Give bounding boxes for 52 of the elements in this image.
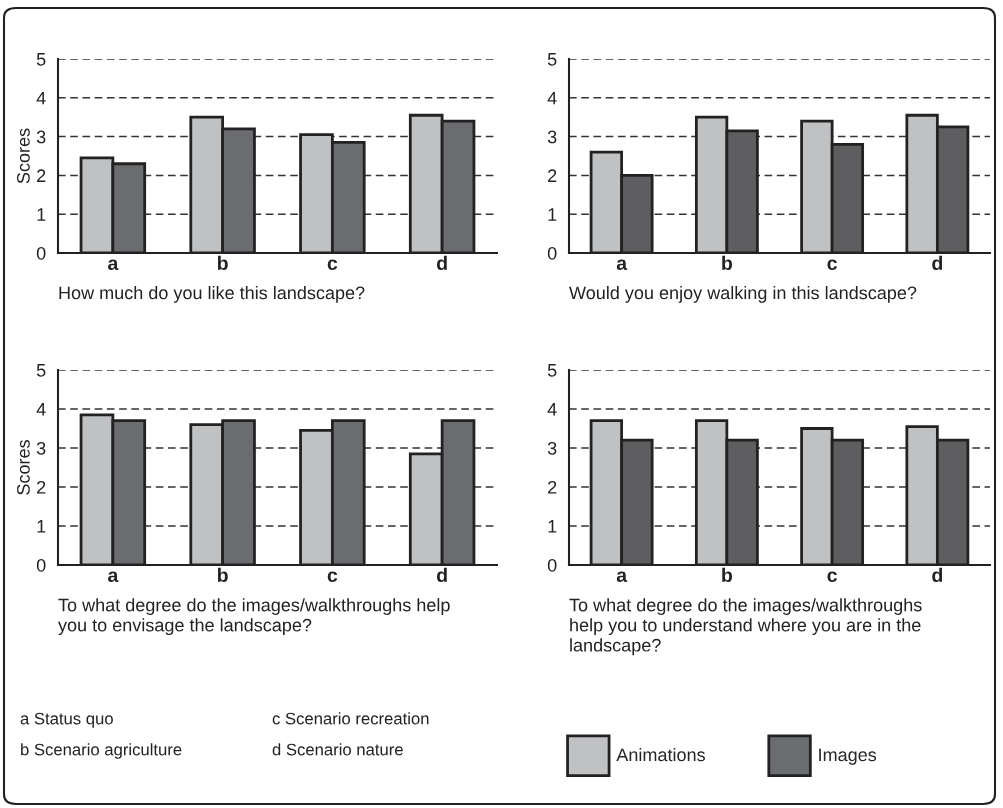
- x-tick-label: c: [327, 571, 338, 583]
- x-axis-title: How much do you like this landscape?: [59, 285, 365, 303]
- y-tick-label: 5: [36, 53, 46, 66]
- text: c Scenario recreation: [272, 712, 429, 725]
- y-tick-label: 4: [547, 403, 557, 416]
- y-tick-label: 4: [547, 91, 557, 105]
- y-tick-label: 3: [547, 130, 557, 144]
- y-tick-label: 4: [36, 91, 46, 105]
- x-axis-title: To what degree do the images/walkthroughs help you to understand where you are in the landscape?: [569, 598, 922, 656]
- text: b Scenario agriculture: [21, 743, 182, 759]
- y-tick-label: 5: [547, 53, 557, 66]
- y-tick-label: 2: [37, 480, 46, 494]
- y-tick-label: 0: [547, 246, 557, 260]
- x-tick-label: b: [722, 255, 733, 271]
- x-tick-label: c: [827, 259, 837, 271]
- y-tick-label: 2: [548, 169, 557, 182]
- y-tick-label: 0: [36, 246, 46, 260]
- y-tick-label: 2: [548, 480, 557, 494]
- text: a Status quo: [20, 712, 113, 728]
- x-tick-label: d: [932, 255, 943, 271]
- x-tick-label: c: [827, 571, 837, 583]
- y-tick-label: 1: [37, 520, 46, 533]
- x-tick-label: d: [932, 567, 943, 583]
- x-tick-label: d: [436, 567, 447, 583]
- x-axis-title: Would you enjoy walking in this landscape?: [569, 285, 917, 303]
- y-tick-label: 2: [37, 169, 46, 182]
- x-tick-label: d: [436, 255, 447, 271]
- y-tick-label: 0: [36, 558, 46, 572]
- x-tick-label: c: [327, 259, 338, 271]
- y-tick-label: 1: [548, 208, 557, 221]
- y-tick-label: 5: [547, 364, 557, 377]
- y-tick-label: 5: [36, 364, 46, 377]
- legend-label: Animations: [616, 747, 705, 762]
- x-tick-label: a: [108, 571, 119, 583]
- y-tick-label: 1: [37, 208, 46, 221]
- legend-label: Images: [819, 748, 877, 765]
- y-tick-label: 3: [36, 130, 46, 144]
- y-tick-label: 0: [547, 558, 557, 572]
- x-tick-label: b: [217, 567, 228, 583]
- x-tick-label: b: [722, 567, 733, 583]
- y-tick-label: 4: [36, 403, 46, 416]
- y-axis-title: Scores: [17, 128, 30, 184]
- y-tick-label: 3: [36, 441, 46, 455]
- x-tick-label: b: [217, 255, 228, 271]
- y-tick-label: 3: [547, 441, 557, 455]
- x-tick-label: a: [108, 259, 119, 271]
- y-tick-label: 1: [548, 520, 557, 533]
- x-tick-label: a: [616, 571, 628, 583]
- y-axis-title: Scores: [17, 440, 30, 495]
- x-axis-title: To what degree do the images/walkthroughs help you to envisage the landscape?: [58, 598, 450, 636]
- x-tick-label: a: [616, 259, 628, 271]
- text: d Scenario nature: [272, 743, 403, 756]
